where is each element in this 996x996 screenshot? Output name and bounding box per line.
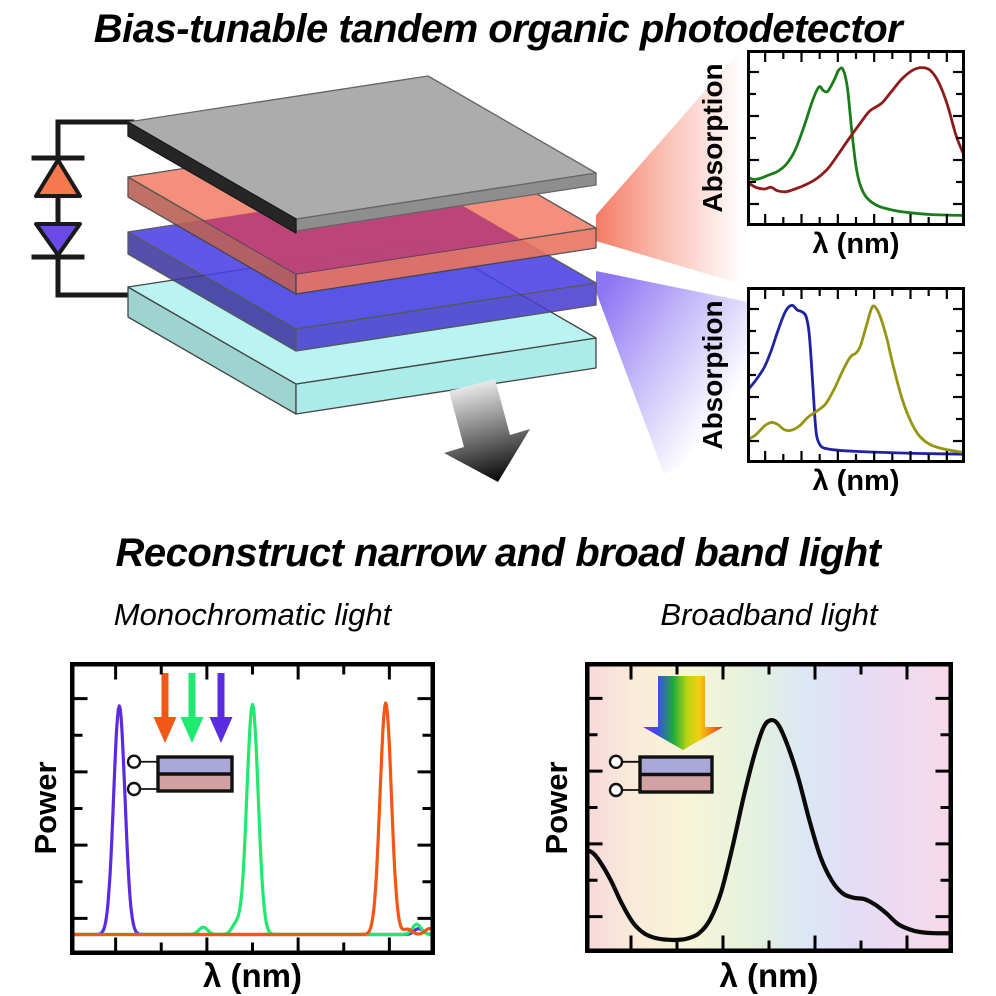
figure-title-top: Bias-tunable tandem organic photodetecto… bbox=[93, 7, 903, 51]
wire bbox=[55, 119, 149, 298]
ylabel-absorption-back: Absorption bbox=[697, 300, 728, 450]
inset-bottom-layer bbox=[158, 774, 232, 791]
xlabel-lambda-mono: λ (nm) bbox=[203, 957, 302, 994]
subtitle-monochromatic: Monochromatic light bbox=[113, 597, 392, 632]
terminal-icon bbox=[608, 782, 624, 798]
inset-top-layer bbox=[640, 757, 712, 775]
violet-light-arrow-icon bbox=[209, 673, 233, 743]
series-back-cell-donor-absorption bbox=[747, 303, 965, 456]
axis-ticks bbox=[589, 666, 949, 949]
absorption-chart-back-cell bbox=[747, 287, 965, 463]
rainbow-arrow-icon bbox=[643, 676, 723, 750]
ylabel-absorption-front: Absorption bbox=[697, 63, 728, 213]
inset-bottom-layer bbox=[640, 774, 712, 792]
tandem-device-inset bbox=[608, 754, 714, 798]
ylabel-power-broad: Power bbox=[539, 761, 574, 855]
beam-to-front-absorption-plot bbox=[596, 42, 748, 286]
orange-light-arrow-icon bbox=[153, 673, 177, 743]
green-light-arrow-icon bbox=[180, 673, 204, 743]
axis-ticks bbox=[750, 53, 962, 223]
diode-up-icon bbox=[34, 158, 82, 198]
axis-ticks bbox=[750, 290, 962, 460]
terminal-icon bbox=[126, 754, 142, 769]
series-orange-laser-line bbox=[70, 701, 435, 937]
ylabel-power-mono: Power bbox=[28, 761, 63, 855]
figure-title-bottom: Reconstruct narrow and broad band light bbox=[115, 531, 882, 575]
plot-frame bbox=[747, 287, 965, 463]
tandem-device-inset bbox=[126, 754, 234, 797]
top-electrode-layer bbox=[127, 75, 597, 234]
monochromatic-power-chart bbox=[70, 662, 435, 955]
subtitle-broadband: Broadband light bbox=[660, 597, 878, 632]
circuit-wiring bbox=[31, 119, 149, 298]
terminal-icon bbox=[608, 754, 624, 770]
diode-down-icon bbox=[34, 222, 82, 257]
electrode-black-edge bbox=[127, 121, 297, 234]
rainbow-background bbox=[585, 662, 953, 953]
terminal-icon bbox=[126, 781, 142, 797]
beam-to-back-absorption-plot bbox=[596, 271, 748, 474]
series-front-cell-acceptor-absorption bbox=[747, 66, 965, 194]
plot-frame bbox=[585, 662, 953, 953]
plot-frame bbox=[747, 50, 965, 226]
inset-top-layer bbox=[158, 757, 232, 774]
xlabel-lambda-back: λ (nm) bbox=[812, 465, 900, 497]
plot-frame bbox=[70, 662, 435, 955]
broadband-power-chart bbox=[585, 662, 953, 953]
xlabel-lambda-broad: λ (nm) bbox=[719, 957, 819, 994]
series-reconstructed-broadband-spectrum bbox=[585, 717, 953, 943]
layer-stack bbox=[127, 75, 597, 415]
series-front-cell-donor-absorption bbox=[747, 66, 965, 217]
down-arrow-icon bbox=[444, 379, 530, 482]
series-back-cell-acceptor-absorption bbox=[747, 304, 965, 455]
xlabel-lambda-front: λ (nm) bbox=[812, 228, 900, 260]
absorption-chart-front-cell bbox=[747, 50, 965, 226]
axis-ticks bbox=[74, 666, 431, 951]
